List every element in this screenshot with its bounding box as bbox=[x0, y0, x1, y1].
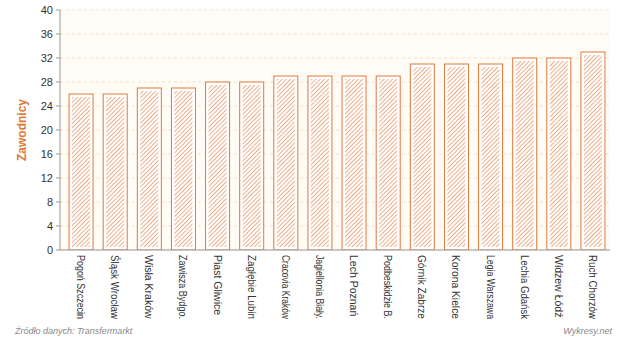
bar bbox=[274, 76, 298, 250]
y-tick-label: 32 bbox=[41, 52, 53, 64]
tick-mark bbox=[56, 10, 60, 11]
x-tick-label: Pogoń Szczecin bbox=[75, 255, 87, 319]
bar bbox=[137, 88, 161, 250]
bar-hatch bbox=[379, 79, 397, 247]
bar bbox=[308, 76, 332, 250]
x-tick-label: Zawisza Bydgo. bbox=[177, 255, 189, 319]
x-tick-label: Legia Warszawa bbox=[485, 255, 497, 319]
tick-mark bbox=[56, 154, 60, 155]
bar bbox=[376, 76, 400, 250]
bar-hatch bbox=[140, 91, 158, 247]
bar-hatch bbox=[550, 61, 568, 247]
bars bbox=[69, 52, 605, 250]
bar bbox=[410, 64, 434, 250]
x-tick-label: Zagłębie Lubin bbox=[246, 255, 258, 319]
bar-hatch bbox=[311, 79, 329, 247]
bar bbox=[171, 88, 195, 250]
x-tick-label: Wisła Kraków bbox=[143, 255, 155, 319]
plot-background bbox=[60, 10, 610, 250]
bar bbox=[240, 82, 264, 250]
tick-mark bbox=[56, 82, 60, 83]
x-tick-label: Śląsk Wrocław bbox=[109, 255, 121, 319]
x-tick-label: Ruch Chorzów bbox=[587, 255, 599, 319]
tick-mark bbox=[56, 202, 60, 203]
bar bbox=[513, 58, 537, 250]
bar-hatch bbox=[447, 67, 465, 247]
bar-hatch bbox=[174, 91, 192, 247]
y-axis-label: Zawodnicy bbox=[15, 99, 29, 161]
x-tick-label: Jagiellonia Biały. bbox=[314, 255, 326, 319]
bar bbox=[547, 58, 571, 250]
y-tick-label: 16 bbox=[41, 148, 53, 160]
bar bbox=[479, 64, 503, 250]
x-tick-label: Korona Kielce bbox=[450, 255, 462, 319]
bar bbox=[69, 94, 93, 250]
tick-mark bbox=[56, 130, 60, 131]
x-tick-label: Piast Gliwice bbox=[212, 255, 224, 315]
bar bbox=[444, 64, 468, 250]
tick-mark bbox=[56, 34, 60, 35]
bar-hatch bbox=[516, 61, 534, 247]
x-axis bbox=[60, 250, 610, 251]
y-axis bbox=[60, 10, 61, 250]
tick-mark bbox=[56, 178, 60, 179]
y-tick-label: 36 bbox=[41, 28, 53, 40]
y-tick-label: 12 bbox=[41, 172, 53, 184]
y-tick-label: 40 bbox=[41, 4, 53, 16]
bar-hatch bbox=[345, 79, 363, 247]
y-tick-label: 0 bbox=[47, 244, 53, 256]
grid-line bbox=[60, 250, 610, 251]
grid-line bbox=[60, 34, 610, 35]
tick-mark bbox=[56, 58, 60, 59]
bar bbox=[581, 52, 605, 250]
y-tick-label: 20 bbox=[41, 124, 53, 136]
y-tick-label: 24 bbox=[41, 100, 53, 112]
bar-hatch bbox=[243, 85, 261, 247]
bar bbox=[342, 76, 366, 250]
tick-mark bbox=[56, 250, 60, 251]
bar-hatch bbox=[413, 67, 431, 247]
bar bbox=[206, 82, 230, 250]
y-tick-label: 8 bbox=[47, 196, 53, 208]
source-note: Źródło danych: Transfermarkt bbox=[14, 326, 133, 336]
x-tick-label: Lechia Gdańsk bbox=[519, 255, 531, 320]
x-tick-label: Lech Poznań bbox=[348, 255, 360, 316]
y-tick-label: 4 bbox=[47, 220, 53, 232]
x-tick-label: Cracovia Kraków bbox=[280, 255, 292, 319]
bar-hatch bbox=[106, 97, 124, 247]
x-tick-label: Górnik Zabrze bbox=[416, 255, 428, 319]
tick-mark bbox=[56, 106, 60, 107]
bar-hatch bbox=[482, 67, 500, 247]
bar-hatch bbox=[209, 85, 227, 247]
bar bbox=[103, 94, 127, 250]
grid-line bbox=[60, 10, 610, 11]
source-note: Wykresy.net bbox=[563, 326, 612, 336]
x-tick-label: Widzew Łódź bbox=[553, 255, 565, 317]
x-tick-label: Podbeskidzie B. bbox=[382, 255, 394, 319]
bar-hatch bbox=[72, 97, 90, 247]
bar-hatch bbox=[277, 79, 295, 247]
y-tick-label: 28 bbox=[41, 76, 53, 88]
chart: 0 4 8 12 16 20 24 28 32 36 40 Pogoń Szczecin Śląsk W… bbox=[0, 0, 620, 337]
bar-hatch bbox=[584, 55, 602, 247]
tick-mark bbox=[56, 226, 60, 227]
